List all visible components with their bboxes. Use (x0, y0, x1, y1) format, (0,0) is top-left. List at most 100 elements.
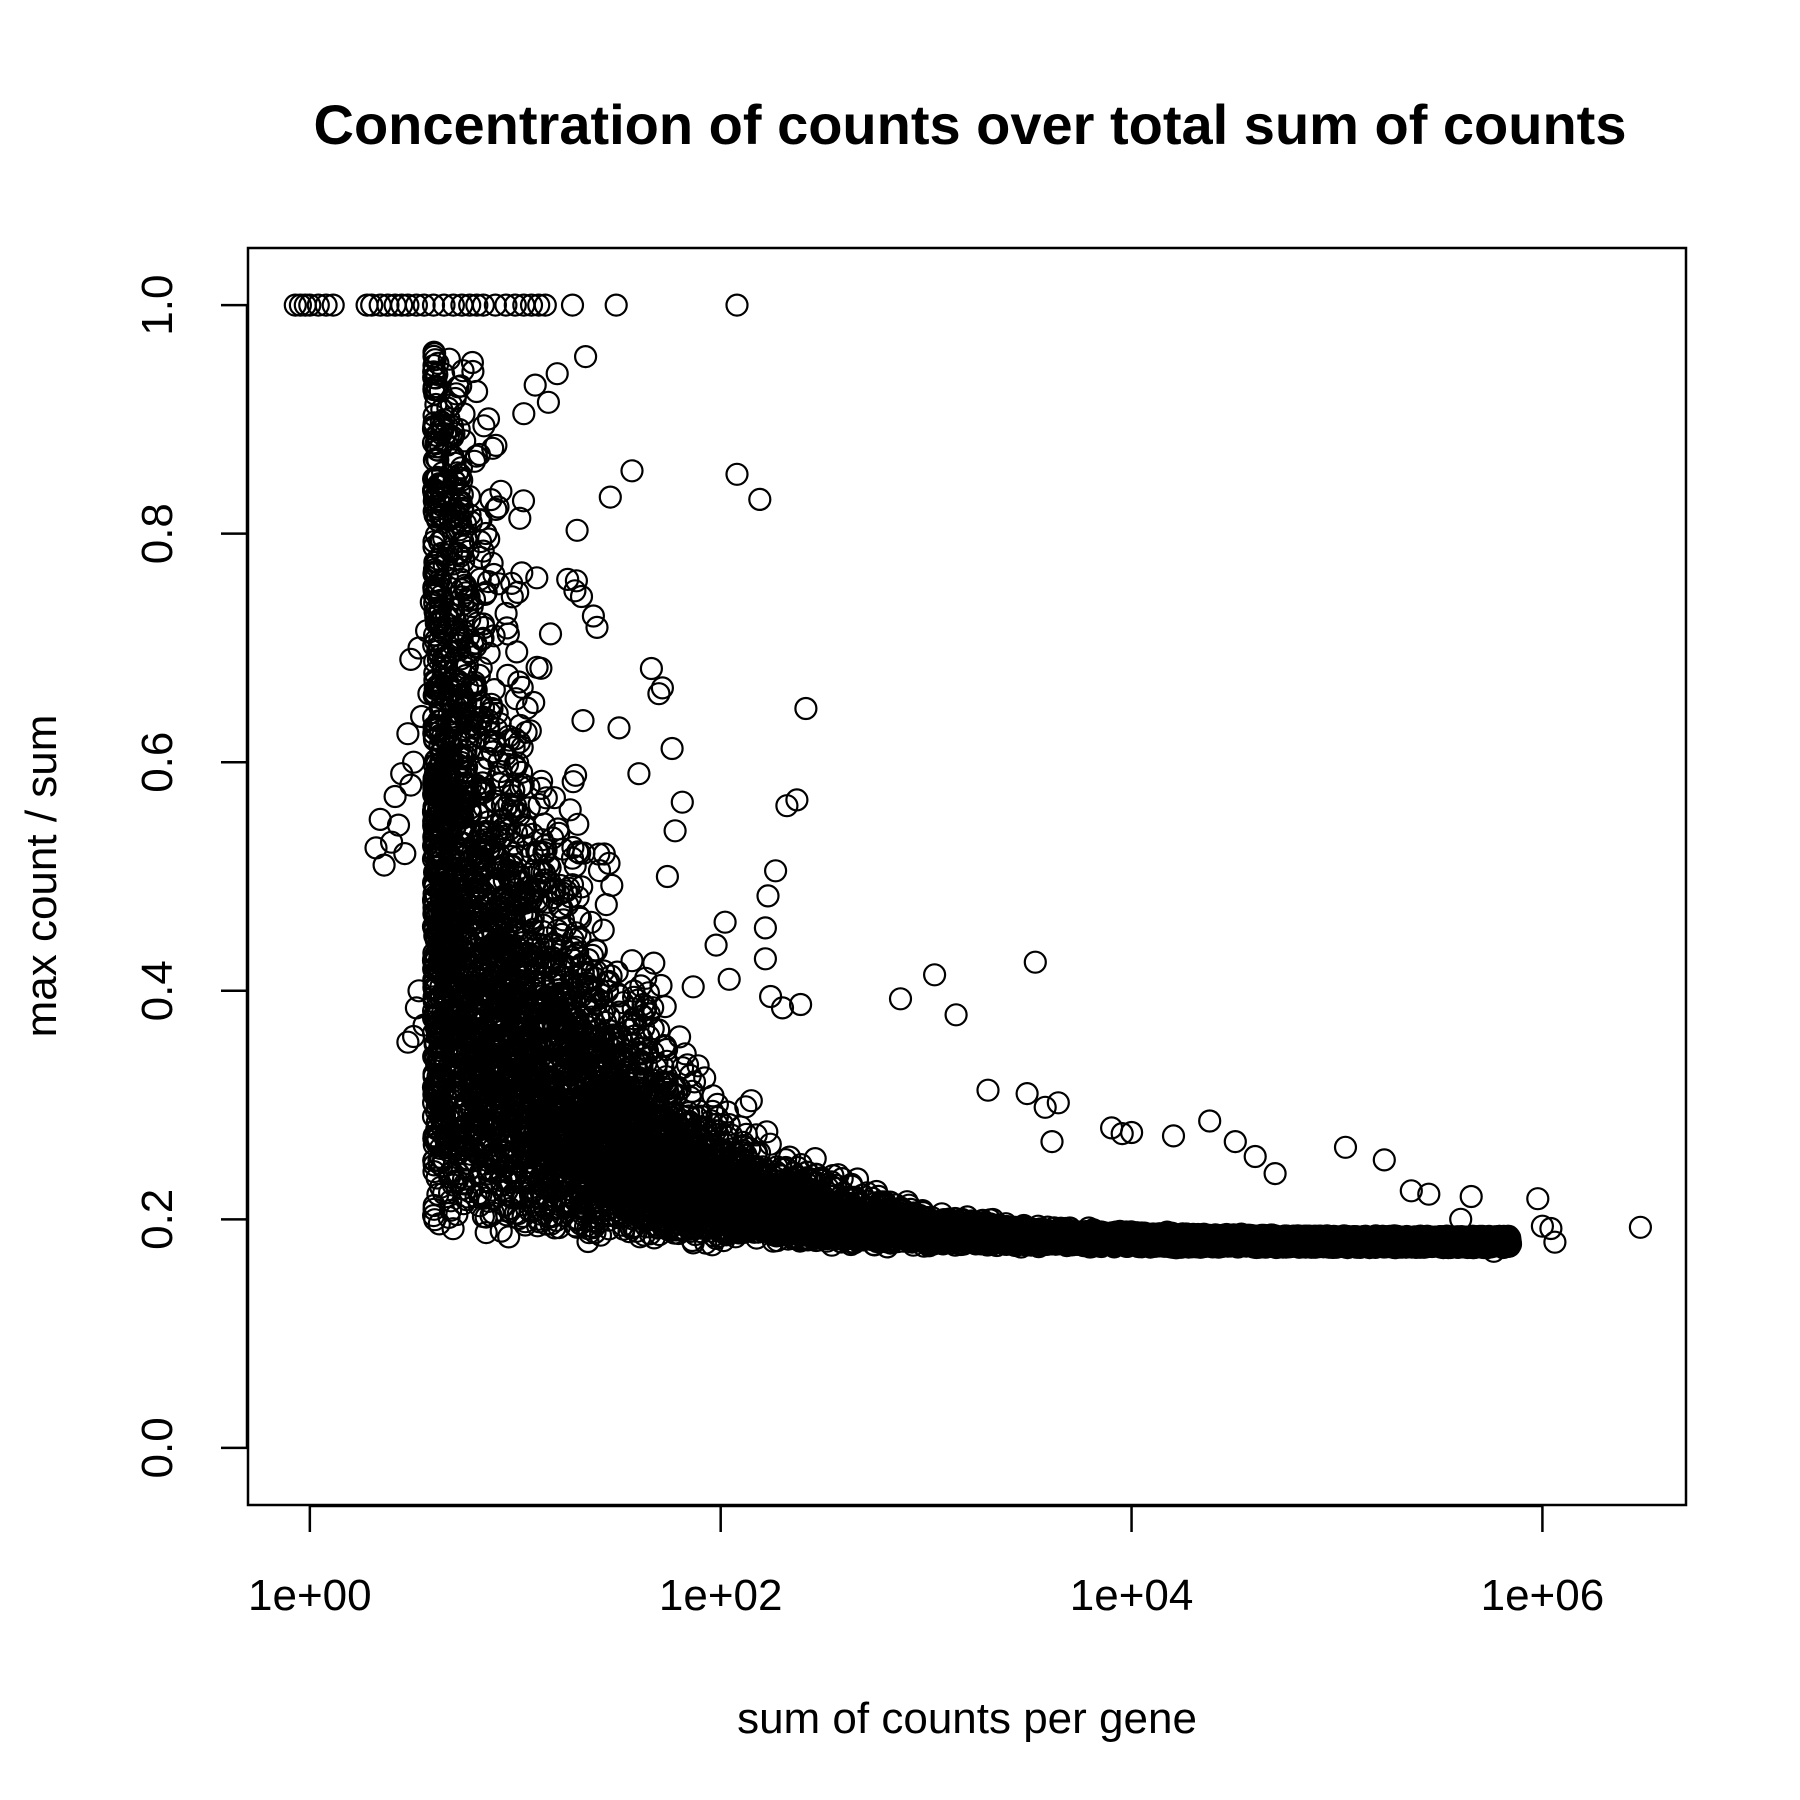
data-point (1046, 1091, 1070, 1115)
data-point (922, 963, 947, 987)
y-axis: 0.0 0.2 0.4 0.6 0.8 1.0 (133, 275, 249, 1478)
data-point (770, 996, 795, 1020)
data-point (390, 762, 414, 786)
data-point (794, 696, 818, 721)
data-point (1015, 1081, 1039, 1106)
data-point (430, 1093, 454, 1117)
data-point (396, 1030, 420, 1054)
data-point (565, 518, 589, 542)
data-point (396, 722, 420, 746)
data-point (471, 293, 495, 317)
data-point (393, 841, 417, 866)
data-point (573, 345, 598, 369)
data-point (1372, 1148, 1396, 1172)
data-point (417, 682, 441, 706)
data-point (1628, 1215, 1653, 1239)
data-point (386, 813, 411, 837)
data-point (519, 293, 544, 317)
data-point (655, 864, 680, 889)
data-point (458, 293, 482, 317)
data-point (412, 293, 436, 317)
data-point (725, 462, 749, 486)
data-point (1119, 1120, 1144, 1145)
data-point (527, 1207, 551, 1231)
y-tick-label: 0.8 (133, 503, 182, 564)
data-point (465, 293, 489, 317)
data-point (607, 716, 631, 740)
data-point (1023, 950, 1047, 974)
data-point (1539, 1216, 1563, 1241)
data-point (283, 293, 307, 317)
data-point (660, 736, 684, 761)
data-point (713, 910, 737, 934)
point-cloud (421, 340, 1523, 1260)
data-point (390, 293, 414, 317)
data-point (725, 293, 749, 317)
data-point (1399, 1179, 1423, 1203)
data-point (1243, 1144, 1267, 1169)
data-point (410, 704, 434, 729)
data-point (404, 293, 428, 317)
data-point (396, 293, 420, 317)
data-point (412, 1013, 436, 1037)
data-point (1530, 1214, 1555, 1238)
data-point (1526, 1187, 1550, 1211)
data-point (441, 293, 465, 317)
data-point (639, 656, 664, 681)
data-point (419, 590, 443, 614)
data-point (360, 293, 384, 317)
data-point (527, 293, 551, 317)
data-point (503, 293, 527, 317)
data-point (306, 293, 330, 317)
data-point (1263, 1161, 1287, 1186)
data-point (499, 1184, 523, 1209)
data-point (1033, 1095, 1057, 1119)
data-point (1449, 1207, 1473, 1231)
data-point (1459, 1184, 1483, 1209)
data-point (298, 293, 322, 317)
data-point (447, 1161, 471, 1186)
data-point (585, 615, 609, 640)
y-tick-label: 0.4 (133, 960, 182, 1021)
data-point (573, 1214, 598, 1238)
data-point (556, 567, 580, 592)
data-point (550, 1190, 575, 1214)
data-point (536, 390, 561, 414)
data-point (1417, 1182, 1441, 1206)
x-axis: 1e+00 1e+02 1e+04 1e+06 (248, 1504, 1604, 1620)
y-tick-label: 0.0 (133, 1417, 182, 1478)
data-point (753, 916, 778, 940)
data-point (451, 1167, 476, 1191)
data-point (758, 984, 783, 1009)
y-tick-label: 0.2 (133, 1189, 182, 1250)
x-tick-label: 1e+02 (659, 1571, 783, 1620)
data-point (426, 1116, 450, 1140)
y-tick-label: 1.0 (133, 275, 182, 336)
data-point (424, 1085, 448, 1109)
data-point (785, 788, 809, 812)
data-point (432, 293, 456, 317)
data-point (355, 293, 379, 317)
data-point (421, 1104, 446, 1129)
data-point (1223, 1129, 1247, 1154)
data-point (788, 992, 813, 1017)
data-point (1198, 1109, 1222, 1133)
data-point (627, 762, 651, 786)
y-tick-label: 0.6 (133, 732, 182, 793)
data-point (1543, 1230, 1567, 1254)
data-point (717, 967, 741, 991)
data-point (565, 1215, 589, 1239)
x-tick-label: 1e+04 (1070, 1571, 1194, 1620)
data-point (620, 459, 644, 483)
data-point (421, 293, 446, 317)
data-point (545, 362, 569, 386)
data-point (604, 293, 628, 317)
data-point (976, 1078, 1000, 1102)
data-point (581, 604, 606, 628)
data-point (533, 293, 557, 317)
data-point (670, 790, 694, 814)
data-point (321, 293, 345, 317)
data-point (888, 987, 913, 1011)
data-point (1161, 1124, 1186, 1148)
data-point (560, 293, 585, 317)
